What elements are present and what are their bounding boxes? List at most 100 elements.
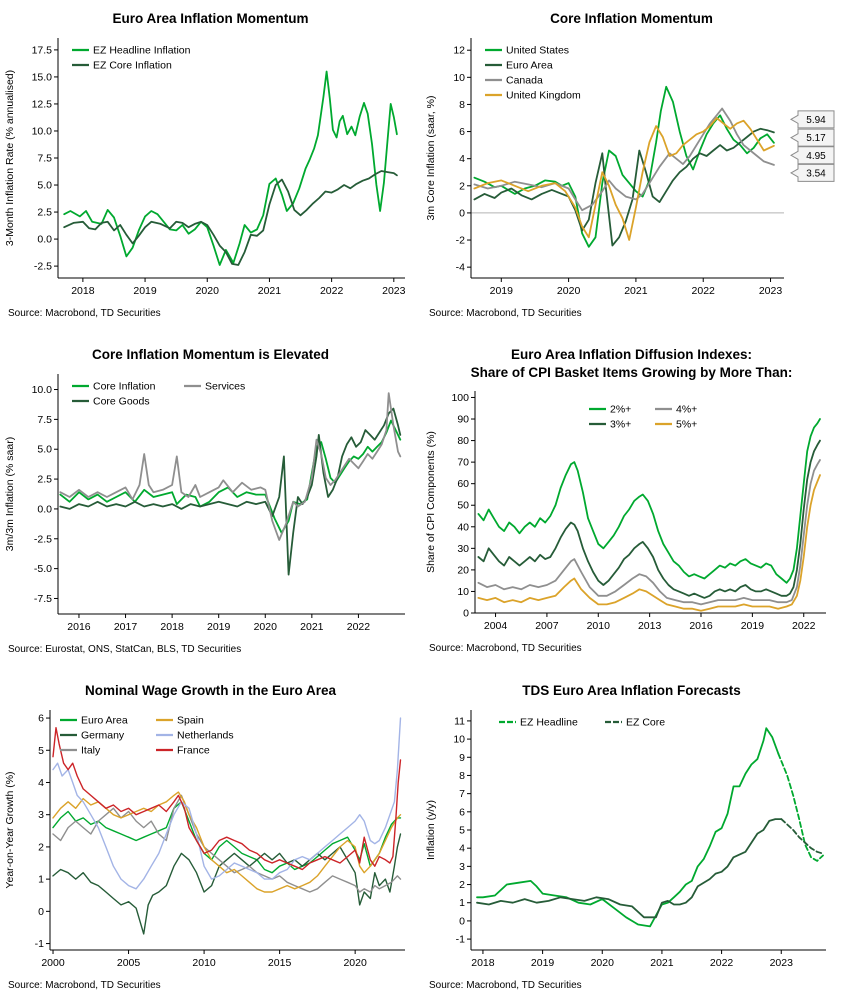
svg-text:2021: 2021 <box>300 621 324 633</box>
svg-text:2023: 2023 <box>382 285 406 297</box>
svg-text:2: 2 <box>459 180 465 192</box>
svg-text:1: 1 <box>459 897 465 909</box>
chart-panel-inflation-diffusion-indexes: Euro Area Inflation Diffusion Indexes: S… <box>421 336 842 672</box>
svg-text:Canada: Canada <box>506 74 543 86</box>
svg-text:0: 0 <box>38 905 44 917</box>
svg-text:-1: -1 <box>456 933 465 945</box>
svg-text:8: 8 <box>459 98 465 110</box>
svg-text:2017: 2017 <box>114 621 138 633</box>
svg-text:Spain: Spain <box>177 714 204 726</box>
svg-text:5%+: 5%+ <box>676 419 697 431</box>
svg-text:2.5: 2.5 <box>37 473 52 485</box>
svg-text:EZ Headline Inflation: EZ Headline Inflation <box>93 44 191 56</box>
svg-text:2007: 2007 <box>535 620 559 632</box>
svg-text:2022: 2022 <box>347 621 371 633</box>
svg-text:-2.5: -2.5 <box>34 260 52 272</box>
svg-text:5: 5 <box>459 824 465 836</box>
svg-text:Core Inflation: Core Inflation <box>93 380 156 392</box>
svg-text:2: 2 <box>459 879 465 891</box>
svg-text:12.5: 12.5 <box>32 98 53 110</box>
svg-text:EZ Headline: EZ Headline <box>520 716 578 728</box>
svg-text:2019: 2019 <box>531 957 555 969</box>
svg-text:6: 6 <box>459 126 465 138</box>
svg-text:2004: 2004 <box>484 620 508 632</box>
svg-text:-5.0: -5.0 <box>34 563 52 575</box>
svg-text:7: 7 <box>459 788 465 800</box>
svg-text:Italy: Italy <box>81 744 101 756</box>
svg-text:20: 20 <box>457 564 469 576</box>
svg-text:5.94: 5.94 <box>806 114 826 125</box>
svg-text:2021: 2021 <box>624 285 648 297</box>
chart-subtitle: Share of CPI Basket Items Growing by Mor… <box>470 364 793 380</box>
svg-text:4: 4 <box>38 777 44 789</box>
svg-text:3: 3 <box>38 809 44 821</box>
svg-text:2019: 2019 <box>490 285 514 297</box>
svg-text:5: 5 <box>38 744 44 756</box>
chart-title: Core Inflation Momentum is Elevated <box>91 347 330 362</box>
chart-panel-core-inflation-momentum-elevated: Core Inflation Momentum is Elevated -7.5… <box>0 336 421 672</box>
svg-text:30: 30 <box>457 543 469 555</box>
svg-text:4%+: 4%+ <box>676 404 697 416</box>
chart-title: Core Inflation Momentum <box>550 11 713 26</box>
svg-text:9: 9 <box>459 751 465 763</box>
svg-text:0: 0 <box>463 608 469 620</box>
svg-text:2021: 2021 <box>258 285 282 297</box>
svg-text:2023: 2023 <box>770 957 794 969</box>
svg-text:Germany: Germany <box>81 729 125 741</box>
svg-text:10.0: 10.0 <box>32 125 53 137</box>
svg-text:100: 100 <box>451 392 469 404</box>
svg-text:80: 80 <box>457 435 469 447</box>
svg-text:2019: 2019 <box>207 621 231 633</box>
svg-text:-2.5: -2.5 <box>34 533 52 545</box>
svg-text:2018: 2018 <box>71 285 95 297</box>
svg-text:10: 10 <box>453 71 465 83</box>
svg-text:60: 60 <box>457 478 469 490</box>
svg-text:0.0: 0.0 <box>37 503 52 515</box>
svg-text:EZ Core: EZ Core <box>626 716 665 728</box>
svg-text:2020: 2020 <box>254 621 278 633</box>
svg-text:Services: Services <box>205 380 245 392</box>
svg-text:2: 2 <box>38 841 44 853</box>
svg-text:2016: 2016 <box>67 621 91 633</box>
source-note: Source: Macrobond, TD Securities <box>8 979 161 991</box>
svg-text:2022: 2022 <box>792 620 816 632</box>
svg-text:3.54: 3.54 <box>806 168 826 179</box>
svg-text:90: 90 <box>457 414 469 426</box>
svg-text:3m/3m Inflation (% saar): 3m/3m Inflation (% saar) <box>4 436 16 550</box>
svg-text:-2: -2 <box>456 234 465 246</box>
source-note: Source: Macrobond, TD Securities <box>429 643 582 655</box>
svg-text:2020: 2020 <box>557 285 581 297</box>
svg-text:-1: -1 <box>35 938 44 950</box>
svg-text:1: 1 <box>38 873 44 885</box>
svg-text:50: 50 <box>457 500 469 512</box>
source-note: Source: Macrobond, TD Securities <box>429 979 582 991</box>
svg-text:5.0: 5.0 <box>37 179 52 191</box>
svg-text:5.0: 5.0 <box>37 443 52 455</box>
svg-text:EZ Core Inflation: EZ Core Inflation <box>93 59 172 71</box>
source-note: Source: Macrobond, TD Securities <box>8 307 161 319</box>
svg-text:3: 3 <box>459 860 465 872</box>
svg-text:-4: -4 <box>456 261 465 273</box>
svg-text:2020: 2020 <box>343 957 367 969</box>
svg-text:Euro Area: Euro Area <box>81 714 128 726</box>
chart-panel-core-inflation-momentum: Core Inflation Momentum -4 -2 0 2 4 6 8 10 12 201… <box>421 0 842 336</box>
svg-text:United States: United States <box>506 44 569 56</box>
svg-text:2016: 2016 <box>689 620 713 632</box>
svg-text:10: 10 <box>457 586 469 598</box>
svg-text:0: 0 <box>459 915 465 927</box>
svg-text:2013: 2013 <box>638 620 662 632</box>
svg-text:3%+: 3%+ <box>610 419 631 431</box>
svg-text:3-Month Inflation Rate (% annu: 3-Month Inflation Rate (% annualised) <box>4 69 16 245</box>
svg-text:2.5: 2.5 <box>37 206 52 218</box>
chart-panel-euro-area-inflation-momentum: Euro Area Inflation Momentum -2.5 0.0 2.5 5… <box>0 0 421 336</box>
svg-text:11: 11 <box>454 715 465 727</box>
svg-text:-7.5: -7.5 <box>34 593 52 605</box>
svg-text:United Kingdom: United Kingdom <box>506 89 581 101</box>
svg-text:Core Goods: Core Goods <box>93 395 150 407</box>
svg-text:2022: 2022 <box>710 957 734 969</box>
svg-text:2005: 2005 <box>117 957 141 969</box>
svg-text:17.5: 17.5 <box>32 44 53 56</box>
svg-text:4: 4 <box>459 842 465 854</box>
svg-text:2019: 2019 <box>741 620 765 632</box>
source-note: Source: Macrobond, TD Securities <box>429 307 582 319</box>
